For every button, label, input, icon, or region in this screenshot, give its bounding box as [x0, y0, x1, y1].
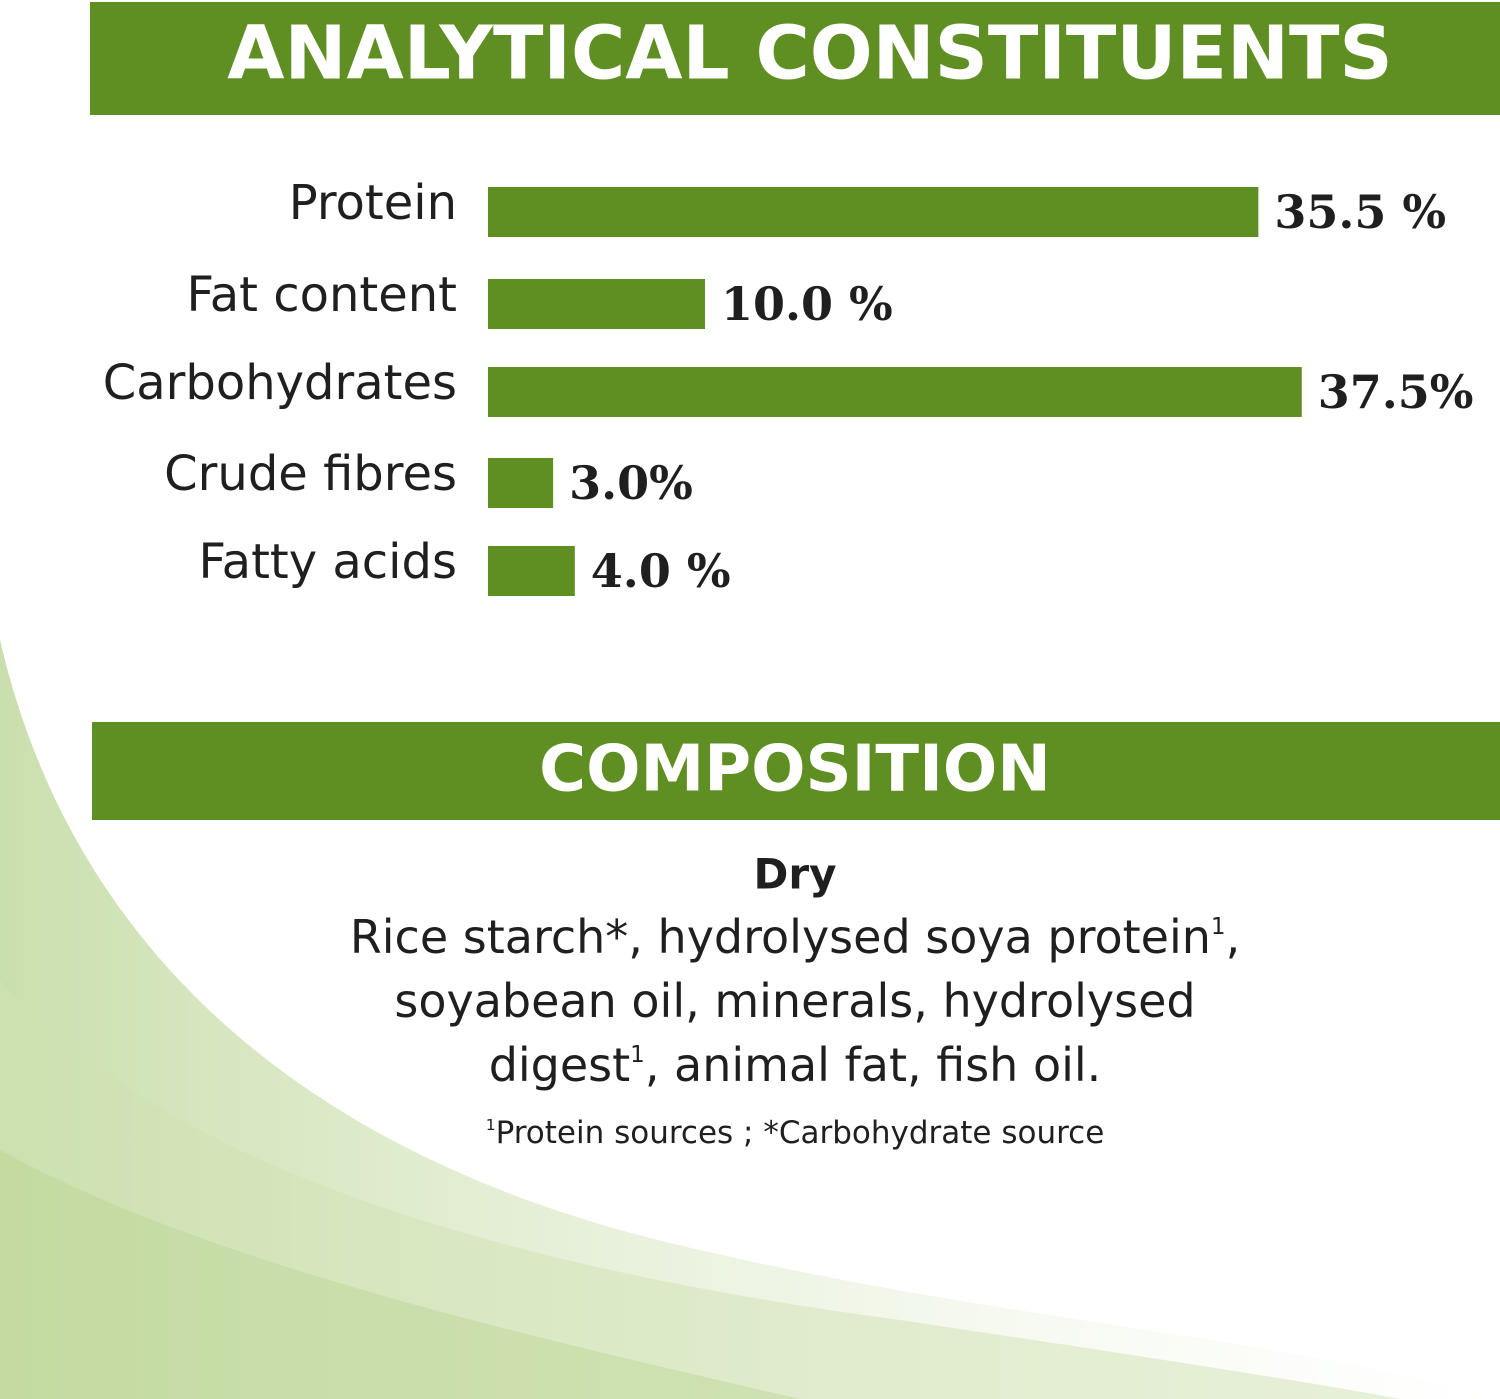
footnote: 1Protein sources ; *Carbohydrate source — [486, 1115, 1105, 1151]
bar — [488, 279, 705, 329]
text-span: digest — [489, 1038, 630, 1092]
value-label: 3.0% — [569, 456, 693, 510]
bar — [488, 367, 1302, 417]
superscript: 1 — [630, 1042, 645, 1068]
bar — [488, 546, 575, 596]
category-label: Crude fibres — [164, 446, 457, 502]
category-label: Protein — [289, 175, 457, 231]
value-label: 35.5 % — [1274, 185, 1446, 239]
category-label: Carbohydrates — [103, 355, 457, 411]
composition-title: COMPOSITION — [539, 733, 1051, 807]
title-banner — [90, 2, 1500, 115]
ingredient-line: Rice starch*, hydrolysed soya protein1, — [350, 910, 1240, 964]
category-label: Fatty acids — [198, 534, 457, 590]
composition-text: Rice starch*, hydrolysed soya protein1,s… — [350, 910, 1240, 1151]
bar — [488, 458, 554, 508]
text-span: Rice starch*, hydrolysed soya protein — [350, 910, 1211, 964]
bar — [488, 187, 1259, 237]
ingredient-line: digest1, animal fat, fish oil. — [489, 1038, 1102, 1092]
value-label: 37.5% — [1318, 365, 1474, 419]
ingredient-line: soyabean oil, minerals, hydrolysed — [394, 974, 1195, 1028]
superscript: 1 — [486, 1116, 496, 1134]
composition-banner — [92, 722, 1500, 820]
composition-label: Dry — [754, 850, 837, 899]
text-span: Protein sources ; *Carbohydrate source — [496, 1115, 1105, 1151]
chart-title: ANALYTICAL CONSTITUENTS — [227, 11, 1392, 97]
bar-chart: Protein 35.5 % Fat content 10.0 % Carbohydra… — [103, 175, 1474, 598]
text-span: soyabean oil, minerals, hydrolysed — [394, 974, 1195, 1028]
text-span: , — [1226, 910, 1241, 964]
value-label: 4.0 % — [591, 544, 731, 598]
category-label: Fat content — [187, 267, 457, 323]
background-swoosh — [0, 640, 1500, 1399]
text-span: , animal fat, fish oil. — [645, 1038, 1101, 1092]
superscript: 1 — [1211, 914, 1226, 940]
value-label: 10.0 % — [721, 277, 893, 331]
